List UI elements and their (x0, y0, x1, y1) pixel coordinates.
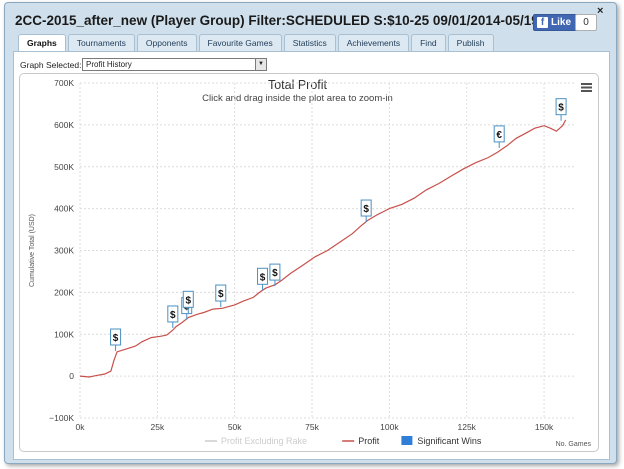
significant-win-glyph: $ (272, 268, 278, 279)
tab-bar: Graphs Tournaments Opponents Favourite Game… (18, 34, 494, 52)
legend-item[interactable]: Significant Wins (417, 436, 482, 446)
graph-select-dropdown[interactable]: Profit History ▼ (82, 58, 267, 71)
x-tick-label: 75k (305, 422, 319, 432)
tab-favourite-games[interactable]: Favourite Games (198, 34, 282, 51)
significant-win-flag[interactable] (167, 305, 179, 323)
y-tick-label: 0 (69, 371, 74, 381)
significant-win-flag[interactable] (110, 328, 122, 346)
significant-win-flag[interactable] (555, 98, 567, 116)
significant-win-glyph: $ (218, 289, 224, 300)
graphs-panel: Graph Selected: Profit History ▼ Total P… (13, 51, 610, 460)
legend-item[interactable]: Profit (358, 436, 380, 446)
facebook-like-button[interactable]: f Like (533, 14, 578, 31)
player-group-window: 2CC-2015_after_new (Player Group) Filter… (4, 2, 617, 464)
y-tick-label: 400K (54, 204, 74, 214)
graph-select-value: Profit History (86, 60, 132, 69)
tab-find[interactable]: Find (411, 34, 446, 51)
y-tick-label: −100K (49, 413, 74, 423)
tab-statistics[interactable]: Statistics (283, 34, 336, 51)
significant-win-glyph: $ (186, 295, 192, 306)
significant-win-glyph: € (496, 130, 502, 141)
significant-win-flag[interactable] (182, 290, 194, 308)
chart-menu-icon[interactable] (581, 86, 592, 89)
y-tick-label: 600K (54, 120, 74, 130)
tab-publish[interactable]: Publish (447, 34, 494, 51)
chart-menu-icon[interactable] (581, 83, 592, 85)
x-tick-label: 0k (76, 422, 86, 432)
significant-win-glyph: $ (260, 272, 266, 283)
significant-win-glyph: $ (363, 204, 369, 215)
window-title: 2CC-2015_after_new (Player Group) Filter… (15, 13, 573, 28)
chart-title: Total Profit (268, 78, 328, 92)
chart-menu-icon[interactable] (581, 90, 592, 92)
tab-opponents[interactable]: Opponents (136, 34, 197, 51)
x-tick-label: 125k (458, 422, 477, 432)
facebook-like-count: 0 (575, 14, 597, 31)
chevron-down-icon: ▼ (255, 59, 266, 70)
y-tick-label: 300K (54, 246, 74, 256)
graph-selected-label: Graph Selected: (20, 60, 82, 70)
x-axis-label: No. Games (556, 441, 592, 448)
close-icon[interactable]: × (597, 5, 604, 17)
x-tick-label: 100k (380, 422, 399, 432)
facebook-like-label: Like (551, 17, 572, 28)
significant-win-glyph: $ (558, 103, 564, 114)
legend-item[interactable]: Profit Excluding Rake (221, 436, 307, 446)
chart-container[interactable]: Total Profit Click and drag inside the pl… (19, 73, 599, 452)
x-tick-label: 25k (150, 422, 164, 432)
significant-win-glyph: $ (113, 333, 119, 344)
x-tick-label: 150k (535, 422, 554, 432)
tab-graphs[interactable]: Graphs (18, 34, 66, 52)
profit-series-line (79, 119, 567, 378)
y-tick-label: 500K (54, 162, 74, 172)
legend-symbol-significant-wins (401, 436, 413, 445)
significant-win-flag[interactable] (257, 267, 269, 285)
x-tick-label: 50k (228, 422, 242, 432)
y-tick-label: 700K (54, 78, 74, 88)
tab-tournaments[interactable]: Tournaments (67, 34, 135, 51)
y-axis-label: Cumulative Total (USD) (29, 214, 36, 287)
y-tick-label: 100K (54, 329, 74, 339)
y-tick-label: 200K (54, 287, 74, 297)
facebook-icon: f (537, 17, 548, 28)
significant-win-flag[interactable] (360, 199, 372, 217)
tab-achievements[interactable]: Achievements (337, 34, 410, 51)
significant-win-flag[interactable] (493, 125, 505, 143)
chart-subtitle: Click and drag inside the plot area to z… (202, 93, 393, 104)
significant-win-glyph: $ (170, 310, 176, 321)
significant-win-flag[interactable] (269, 263, 281, 281)
significant-win-flag[interactable] (215, 284, 227, 302)
